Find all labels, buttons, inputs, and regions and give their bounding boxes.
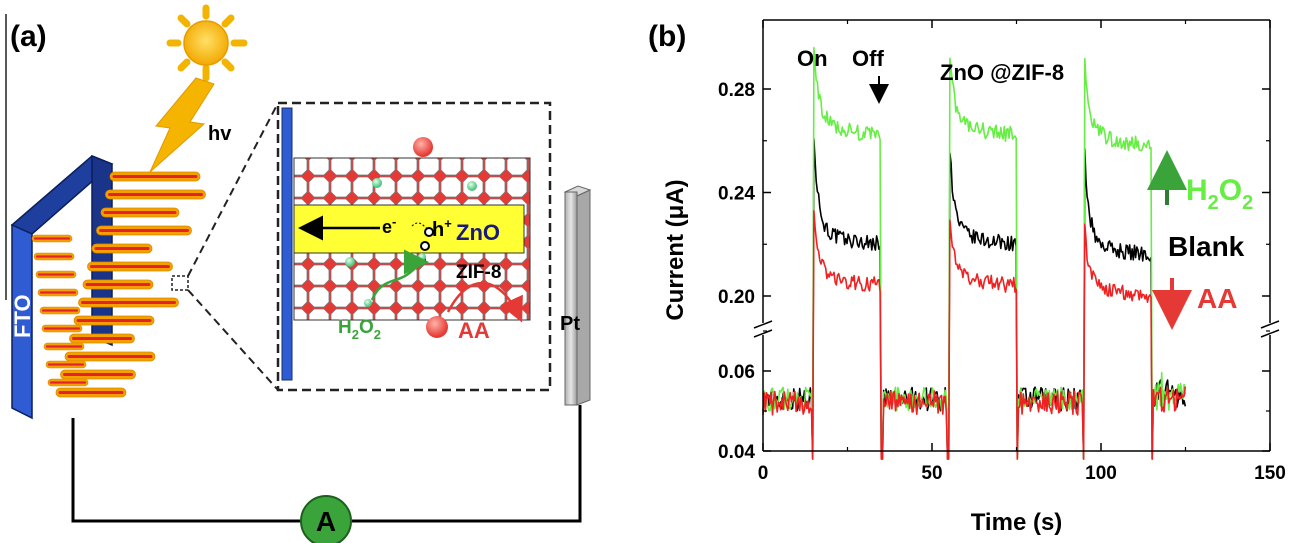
zno-nanorods — [31, 171, 206, 398]
panel-a: (a) hv FTO — [5, 4, 592, 543]
x-tick-label: 50 — [921, 463, 942, 484]
aa-molecule-top — [413, 137, 433, 157]
aa-path-arrow — [446, 281, 523, 323]
y-tick-label: 0.28 — [718, 80, 755, 101]
axis-break-mark — [753, 320, 773, 329]
chart-axes: 0.04 0.06 0.20 0.24 0.28 0 50 100 150 Time (s) Cur… — [662, 19, 1286, 536]
current-time-chart: 0.04 0.06 0.20 0.24 0.28 0 50 100 150 Time (s) Cur… — [662, 19, 1286, 536]
x-tick-label: 0 — [758, 463, 769, 484]
zif8-label: ZIF-8 — [456, 262, 501, 283]
panel-a-label: (a) — [10, 20, 47, 53]
pt-label: Pt — [560, 313, 580, 335]
x-tick-label: 100 — [1085, 463, 1117, 484]
sun-icon — [166, 4, 248, 82]
series-line-blank — [762, 138, 1187, 460]
hv-label: hv — [208, 123, 232, 145]
series-line-h2o2 — [762, 46, 1187, 460]
ammeter-label: A — [316, 506, 336, 537]
panel-b-label: (b) — [648, 20, 686, 53]
zoom-line-top — [187, 102, 279, 277]
on-label: On — [797, 46, 828, 71]
ammeter-icon — [300, 495, 352, 543]
inset-h2o2-label: H2O2 — [338, 317, 381, 342]
series-line-aa — [762, 209, 1187, 460]
inset-zoom: e- h+ ZnO ZIF-8 H2O2 AA — [276, 101, 552, 392]
zoom-line-bottom — [187, 289, 279, 391]
y-tick-label: 0.24 — [718, 184, 755, 205]
axis-break-mark — [1260, 329, 1280, 338]
panel-b: (b) 0.04 0.06 0.20 0.24 0.28 0 50 100 150 Time (s… — [648, 19, 1286, 536]
inset-aa-label: AA — [458, 318, 490, 343]
circuit-wire-right — [352, 405, 582, 523]
off-label: Off — [852, 46, 884, 71]
y-tick-label: 0.20 — [718, 287, 755, 308]
zoom-source-box — [171, 275, 189, 291]
y-tick-label: 0.06 — [718, 362, 755, 383]
aa-label: AA — [1197, 283, 1237, 314]
x-axis-label: Time (s) — [971, 509, 1063, 536]
electron-label: e- — [382, 214, 396, 237]
fto-label: FTO — [10, 294, 35, 338]
axis-break-mark — [753, 329, 773, 338]
pt-electrode: Pt — [560, 185, 592, 406]
y-tick-label: 0.04 — [718, 442, 755, 463]
hole-label: h+ — [432, 216, 452, 241]
plot-lines — [762, 46, 1187, 460]
h2o2-label: H2O2 — [1186, 174, 1253, 214]
aa-molecule-bottom — [426, 316, 448, 338]
blank-label: Blank — [1168, 231, 1245, 262]
inset-electrode — [281, 107, 293, 381]
material-label: ZnO @ZIF-8 — [940, 60, 1064, 85]
y-axis-label: Current (μA) — [662, 179, 689, 320]
zno-label: ZnO — [456, 220, 500, 245]
x-tick-label: 150 — [1254, 463, 1286, 484]
axis-break-mark — [1260, 320, 1280, 329]
light-bolt-icon — [149, 77, 215, 173]
h2o2-path-arrow — [370, 249, 429, 301]
circuit-wire-left — [71, 418, 300, 523]
